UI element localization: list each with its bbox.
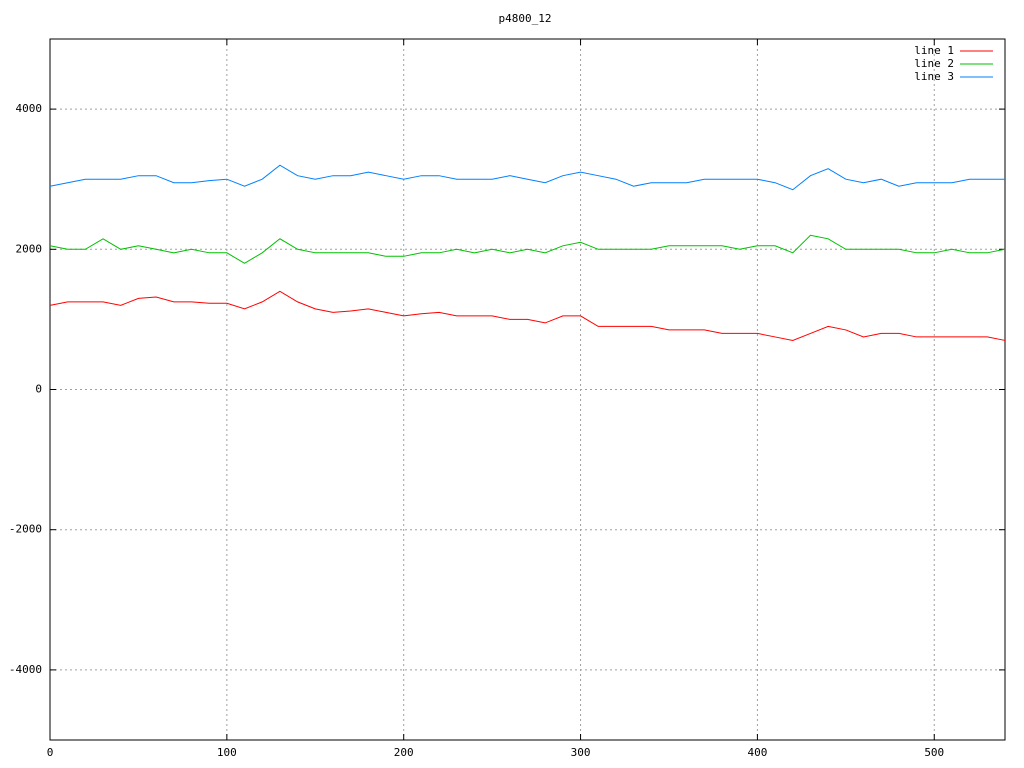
x-tick-label: 100 — [217, 746, 237, 759]
y-tick-label: -2000 — [9, 523, 42, 536]
y-tick-label: 0 — [35, 383, 42, 396]
plot-border — [49, 38, 1006, 741]
x-tick-label: 500 — [924, 746, 944, 759]
legend-label: line 3 — [914, 70, 954, 83]
y-tick-label: -4000 — [9, 663, 42, 676]
legend-label: line 1 — [914, 44, 954, 57]
series-line — [49, 290, 1006, 341]
x-tick-label: 0 — [47, 746, 54, 759]
x-tick-label: 300 — [571, 746, 591, 759]
x-tick-label: 200 — [394, 746, 414, 759]
chart-title: p4800_12 — [499, 12, 552, 25]
y-tick-label: 4000 — [16, 102, 43, 115]
legend-label: line 2 — [914, 57, 954, 70]
x-tick-label: 400 — [747, 746, 767, 759]
y-tick-label: 2000 — [16, 242, 43, 255]
series-line — [49, 164, 1005, 191]
series-line — [49, 234, 1006, 264]
